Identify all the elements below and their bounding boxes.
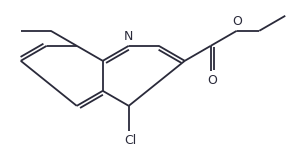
Text: N: N	[124, 30, 133, 44]
Text: Cl: Cl	[124, 134, 136, 147]
Text: O: O	[207, 74, 217, 87]
Text: O: O	[233, 15, 242, 28]
